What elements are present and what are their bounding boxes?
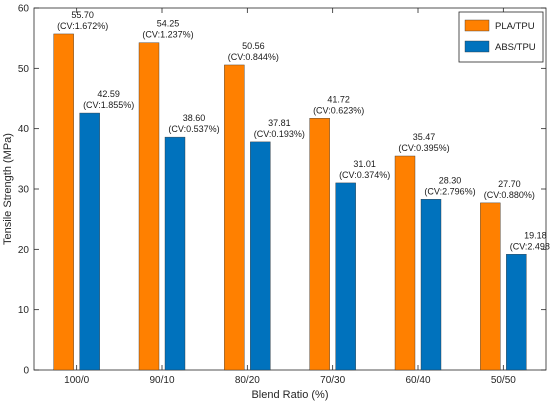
bar-value-label: 37.81 xyxy=(268,118,291,128)
bar-value-label: 27.70 xyxy=(498,179,521,189)
x-tick-label: 90/10 xyxy=(149,375,174,386)
y-axis-title: Tensile Strength (MPa) xyxy=(2,133,14,245)
bar-pla-tpu xyxy=(394,155,416,371)
bar-abs-tpu xyxy=(420,199,442,371)
bar-value-label: 35.47 xyxy=(413,132,436,142)
y-tick-label: 40 xyxy=(18,124,30,135)
bar-value-label: 19.18 xyxy=(524,230,547,240)
legend-swatch xyxy=(464,40,490,53)
x-tick-label: 100/0 xyxy=(64,375,89,386)
x-tick-label: 80/20 xyxy=(235,375,260,386)
y-tick-label: 50 xyxy=(18,64,30,75)
bar-value-label: 55.70 xyxy=(71,10,94,20)
y-tick-label: 30 xyxy=(18,185,30,196)
x-tick-label: 70/30 xyxy=(320,375,345,386)
bar-abs-tpu xyxy=(250,141,271,371)
x-tick-label: 60/40 xyxy=(405,375,430,386)
bar-value-label: 28.30 xyxy=(439,175,462,185)
legend-label: PLA/TPU xyxy=(495,21,535,32)
x-axis-title: Blend Ratio (%) xyxy=(251,389,328,401)
bar-pla-tpu xyxy=(138,42,160,371)
bar-value-label: 50.56 xyxy=(242,41,265,51)
bar-abs-tpu xyxy=(506,254,527,371)
bar-cv-label: (CV:1.855%) xyxy=(83,100,134,110)
bar-cv-label: (CV:0.374%) xyxy=(339,170,390,180)
bar-value-label: 54.25 xyxy=(157,19,180,29)
bar-cv-label: (CV:0.537%) xyxy=(168,124,219,134)
y-tick-label: 60 xyxy=(18,4,30,15)
bar-value-label: 42.59 xyxy=(97,89,120,99)
y-tick-label: 0 xyxy=(23,366,29,377)
bar-pla-tpu xyxy=(53,33,74,371)
bar-cv-label: (CV:0.623%) xyxy=(313,105,364,115)
bar-pla-tpu xyxy=(309,118,330,371)
bar-value-label: 41.72 xyxy=(327,94,350,104)
x-tick-label: 50/50 xyxy=(491,375,516,386)
y-tick-label: 10 xyxy=(18,305,30,316)
bar-cv-label: (CV:1.672%) xyxy=(57,21,108,31)
legend-box xyxy=(458,11,544,63)
bar-cv-label: (CV:2.796%) xyxy=(424,186,475,196)
bar-cv-label: (CV:0.395%) xyxy=(398,143,449,153)
bar-cv-label: (CV:0.193%) xyxy=(254,129,305,139)
bar-cv-label: (CV:1.237%) xyxy=(142,30,193,40)
y-tick-label: 20 xyxy=(18,245,30,256)
bar-abs-tpu xyxy=(79,112,100,371)
bar-value-label: 38.60 xyxy=(183,113,206,123)
bar-cv-label: (CV:0.844%) xyxy=(228,52,279,62)
bar-cv-label: (CV:2.498%) xyxy=(510,241,550,251)
bar-abs-tpu xyxy=(335,182,356,371)
bar-cv-label: (CV:0.880%) xyxy=(484,190,535,200)
legend-swatch xyxy=(464,19,490,32)
bar-value-label: 31.01 xyxy=(353,159,376,169)
legend-label: ABS/TPU xyxy=(495,42,536,53)
bar-pla-tpu xyxy=(480,202,501,371)
plot-area xyxy=(33,7,547,371)
bar-pla-tpu xyxy=(224,64,245,371)
bar-abs-tpu xyxy=(164,136,186,371)
